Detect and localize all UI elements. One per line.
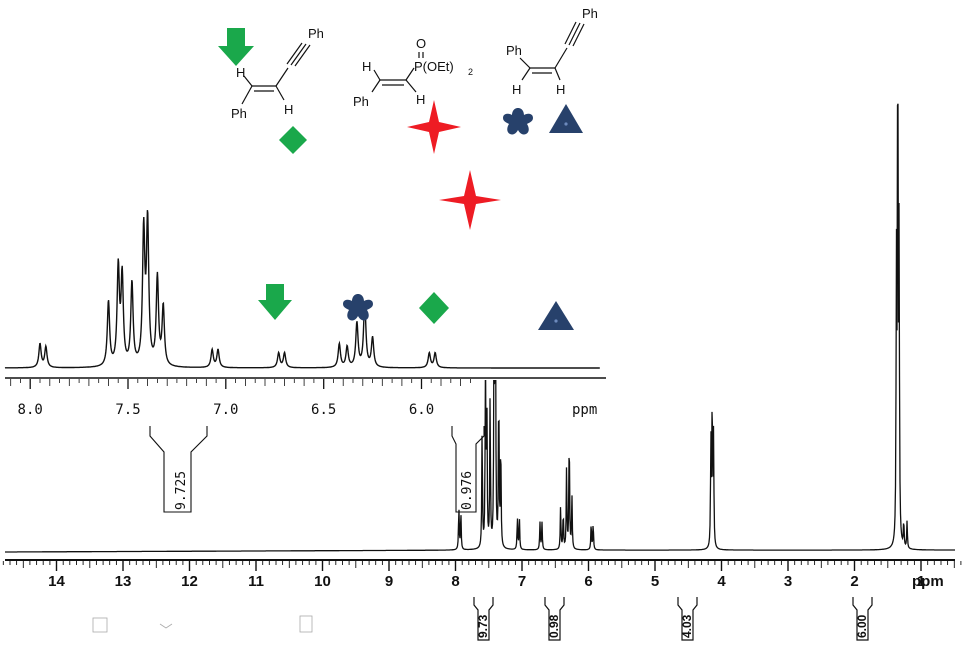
green-arrow-icon — [218, 28, 254, 66]
main-spectrum-trace — [5, 103, 955, 553]
main-tick-label: 5 — [651, 573, 659, 590]
inset-integration-0-976: 0.976 — [451, 426, 485, 513]
inset-tick-label: 8.0 — [18, 402, 43, 418]
main-tick-label: 3 — [784, 573, 792, 590]
inset-tick-label: 6.0 — [409, 402, 434, 418]
main-integrations: 9.73 0.98 4.03 6.00 — [473, 597, 873, 641]
main-tick-label: 6 — [584, 573, 592, 590]
main-tick-label: 14 — [48, 573, 65, 590]
structure-e-enyne: Ph Ph H H — [503, 6, 598, 135]
main-tick-label: 11 — [248, 573, 264, 590]
integration-4-03: 4.03 — [677, 597, 698, 641]
main-tick-labels: 14 13 12 11 10 9 8 7 6 5 4 3 2 1 — [48, 573, 925, 590]
inset-spectrum-trace — [4, 210, 600, 369]
main-tick-label: 2 — [850, 573, 858, 590]
integration-label: 6.00 — [855, 614, 869, 638]
main-tick-label: 4 — [717, 573, 726, 590]
inset-integration-9-725: 9.725 — [149, 426, 208, 513]
svg-text:H: H — [416, 92, 425, 107]
integration-0-98: 0.98 — [544, 597, 565, 641]
svg-text:H: H — [236, 65, 245, 80]
navy-flower-icon — [343, 294, 373, 321]
main-tick-label: 7 — [518, 573, 526, 590]
integration-6-00: 6.00 — [852, 597, 873, 641]
svg-text:Ph: Ph — [582, 6, 598, 21]
integration-9-73: 9.73 — [473, 597, 494, 641]
main-minor-ticks — [2, 561, 962, 571]
main-tick-label: 10 — [314, 573, 331, 590]
red-star-icon — [439, 170, 501, 230]
green-diamond-icon — [419, 292, 449, 324]
inset-minor-ticks — [10, 379, 471, 389]
inset-tick-labels: 8.0 7.5 7.0 6.5 6.0 — [18, 402, 435, 418]
integration-label: 0.98 — [547, 614, 561, 638]
svg-text:H: H — [512, 82, 521, 97]
scan-artifacts — [92, 615, 313, 633]
navy-triangle-icon — [538, 301, 574, 330]
integration-label: 9.73 — [476, 614, 490, 638]
structure-z-enyne: Ph H Ph H — [218, 26, 324, 154]
structure-vinylphosphonate: O P(OEt) 2 H Ph H — [353, 36, 473, 154]
inset-unit-label: ppm — [572, 402, 597, 418]
svg-text:P(OEt): P(OEt) — [414, 59, 454, 74]
svg-text:Ph: Ph — [506, 43, 522, 58]
integration-label: 0.976 — [460, 471, 475, 510]
svg-text:H: H — [556, 82, 565, 97]
peak-markers — [258, 170, 574, 330]
svg-text:Ph: Ph — [308, 26, 324, 41]
main-tick-label: 12 — [181, 573, 198, 590]
main-tick-label: 9 — [385, 573, 393, 590]
integration-label: 4.03 — [680, 614, 694, 638]
inset-spectrum: 8.0 7.5 7.0 6.5 6.0 ppm 9.725 0.976 — [4, 100, 606, 513]
inset-tick-label: 6.5 — [311, 402, 336, 418]
red-star-icon — [407, 100, 461, 154]
green-diamond-icon — [279, 126, 307, 154]
green-arrow-icon — [258, 284, 292, 320]
svg-text:H: H — [362, 59, 371, 74]
main-spectrum: 14 13 12 11 10 9 8 7 6 5 4 3 2 1 ppm 9.73 0.98 4.03 6… — [2, 103, 962, 641]
navy-flower-icon — [503, 108, 533, 135]
navy-triangle-icon — [549, 104, 583, 133]
svg-text:2: 2 — [468, 67, 473, 77]
inset-tick-label: 7.5 — [115, 402, 140, 418]
main-tick-label: 8 — [451, 573, 459, 590]
svg-text:Ph: Ph — [231, 106, 247, 121]
svg-text:Ph: Ph — [353, 94, 369, 109]
main-unit-label: ppm — [912, 573, 944, 590]
main-tick-label: 1 — [917, 573, 925, 590]
inset-mask — [4, 100, 606, 380]
integration-label: 9.725 — [174, 471, 189, 510]
main-tick-label: 13 — [115, 573, 132, 590]
svg-text:O: O — [416, 36, 426, 51]
inset-tick-label: 7.0 — [213, 402, 238, 418]
svg-text:H: H — [284, 102, 293, 117]
